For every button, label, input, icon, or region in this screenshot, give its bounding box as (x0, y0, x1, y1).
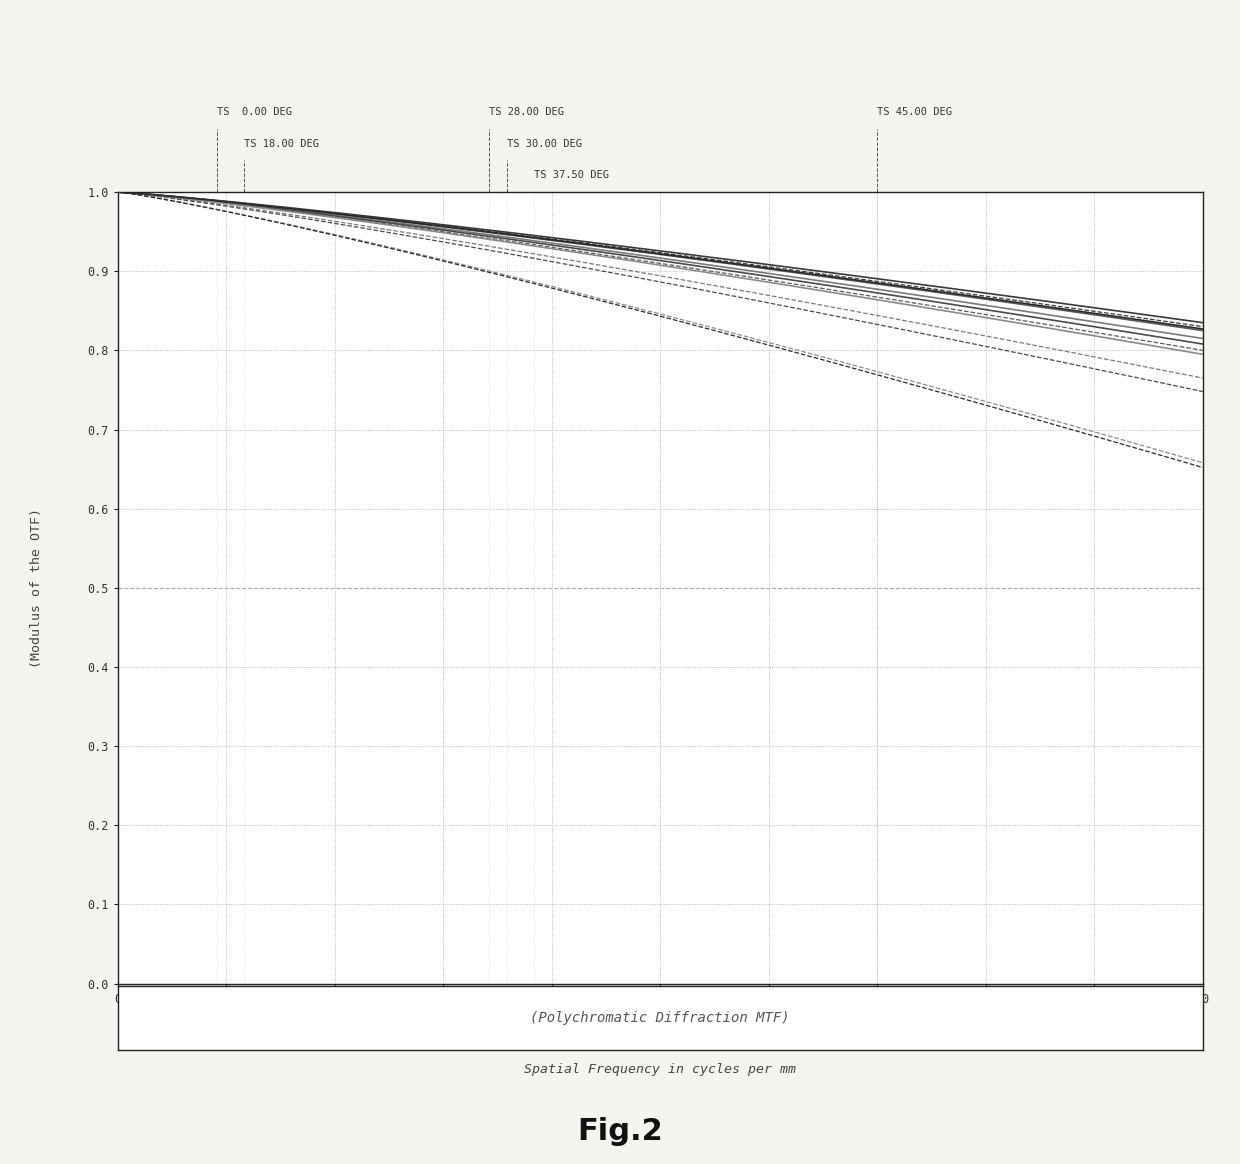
Text: (Polychromatic Diffraction MTF): (Polychromatic Diffraction MTF) (531, 1010, 790, 1025)
Text: TS 18.00 DEG: TS 18.00 DEG (244, 139, 320, 149)
Text: (lp/mm): (lp/mm) (632, 1031, 688, 1044)
Text: Fig.2: Fig.2 (577, 1117, 663, 1145)
Text: TS  0.00 DEG: TS 0.00 DEG (217, 107, 293, 116)
Text: TS 45.00 DEG: TS 45.00 DEG (878, 107, 952, 116)
Text: Spatial Frequency in cycles per mm: Spatial Frequency in cycles per mm (525, 1063, 796, 1076)
Text: TS 30.00 DEG: TS 30.00 DEG (507, 139, 582, 149)
Text: TS 37.50 DEG: TS 37.50 DEG (533, 170, 609, 180)
Text: TS 28.00 DEG: TS 28.00 DEG (489, 107, 563, 116)
Text: (Modulus of the OTF): (Modulus of the OTF) (30, 508, 43, 668)
